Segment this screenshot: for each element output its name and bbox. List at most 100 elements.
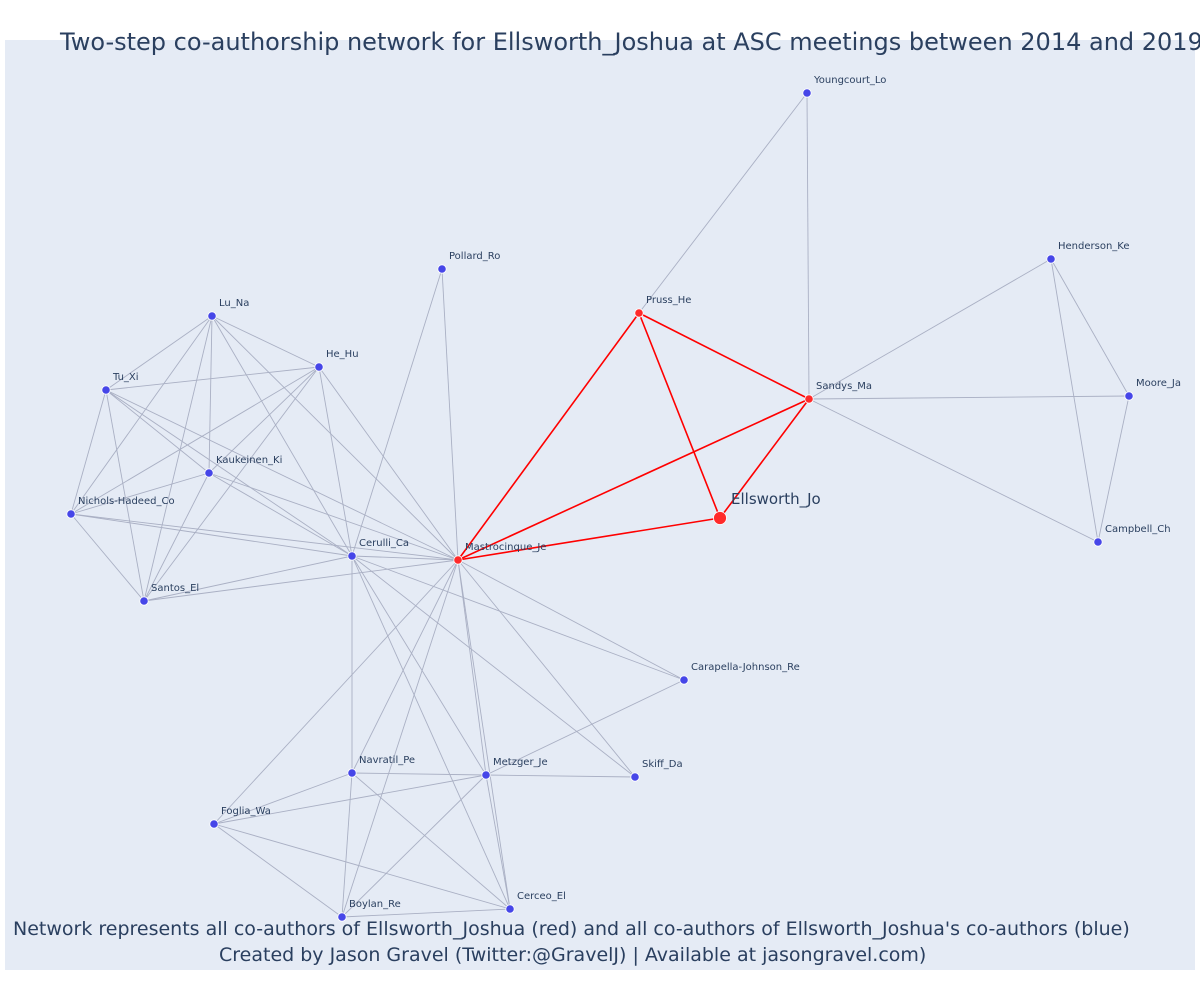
- node-moore-ja[interactable]: [1124, 391, 1134, 401]
- edge: [213, 772, 353, 825]
- node-label-youngcourt-lo: Youngcourt_Lo: [813, 75, 886, 86]
- edge: [70, 366, 320, 515]
- edge: [341, 559, 459, 918]
- edge: [485, 774, 511, 910]
- chart-title: Two-step co-authorship network for Ellsw…: [60, 28, 1200, 56]
- edge: [213, 823, 343, 918]
- edge: [208, 315, 213, 474]
- edge: [808, 395, 1130, 400]
- edge: [105, 366, 320, 391]
- node-tu-xi[interactable]: [101, 385, 111, 395]
- edge: [485, 679, 685, 776]
- labels-layer: Ellsworth_Jo Pruss_He Sandys_Ma Mastrocinqu…: [78, 75, 1181, 910]
- edge: [105, 389, 210, 474]
- edge: [70, 513, 145, 602]
- edge: [213, 774, 487, 825]
- node-pruss-he[interactable]: [634, 308, 644, 318]
- node-he-hu[interactable]: [314, 362, 324, 372]
- node-label-cerulli-ca: Cerulli_Ca: [359, 538, 409, 549]
- annotation-line-2: Created by Jason Gravel (Twitter:@Gravel…: [219, 944, 927, 966]
- edge: [351, 555, 459, 561]
- node-carapella-johnson-re[interactable]: [679, 675, 689, 685]
- edge: [208, 472, 353, 557]
- node-label-nichols-hadeed-co: Nichols-Hadeed_Co: [78, 496, 175, 507]
- edge: [70, 513, 459, 561]
- edge: [211, 315, 459, 561]
- node-nichols-hadeed-co[interactable]: [66, 509, 76, 519]
- node-label-foglia-wa: Foglia_Wa: [221, 806, 271, 817]
- edge: [457, 559, 636, 778]
- edge: [638, 92, 808, 314]
- node-label-carapella-johnson-re: Carapella-Johnson_Re: [691, 662, 800, 673]
- edge: [341, 774, 487, 918]
- edge: [211, 315, 353, 557]
- edge: [341, 908, 511, 918]
- node-label-henderson-ke: Henderson_Ke: [1058, 241, 1130, 252]
- edge: [351, 555, 511, 910]
- node-label-kaukeinen-ki: Kaukeinen_Ki: [216, 455, 282, 466]
- node-navratil-pe[interactable]: [347, 768, 357, 778]
- node-henderson-ke[interactable]: [1046, 254, 1056, 264]
- node-cerulli-ca[interactable]: [347, 551, 357, 561]
- edge: [457, 559, 685, 681]
- edge: [808, 258, 1052, 400]
- edge: [341, 772, 353, 918]
- node-foglia-wa[interactable]: [209, 819, 219, 829]
- edge: [457, 559, 487, 776]
- node-skiff-da[interactable]: [630, 772, 640, 782]
- node-sandys-ma[interactable]: [804, 394, 814, 404]
- edge: [808, 398, 1099, 543]
- node-label-campbell-ch: Campbell_Ch: [1105, 524, 1171, 535]
- node-santos-el[interactable]: [139, 596, 149, 606]
- annotation-line-1: Network represents all co-authors of Ell…: [13, 918, 1130, 940]
- edge: [485, 774, 636, 778]
- edge: [105, 315, 213, 391]
- edge: [211, 315, 320, 368]
- node-pollard-ro[interactable]: [437, 264, 447, 274]
- node-label-pollard-ro: Pollard_Ro: [449, 251, 500, 262]
- node-label-he-hu: He_Hu: [326, 349, 359, 360]
- node-label-moore-ja: Moore_Ja: [1136, 378, 1181, 389]
- edge: [143, 472, 210, 602]
- edge: [1097, 395, 1130, 543]
- edge: [213, 823, 511, 910]
- edge: [105, 389, 353, 557]
- edge: [208, 472, 459, 561]
- direct-edges-layer: [457, 312, 810, 561]
- edge: [1050, 258, 1130, 397]
- node-campbell-ch[interactable]: [1093, 537, 1103, 547]
- direct-edge: [457, 517, 721, 561]
- edge: [806, 92, 810, 400]
- edge: [105, 389, 145, 602]
- nodes-layer: [66, 88, 1134, 922]
- node-label-skiff-da: Skiff_Da: [642, 759, 683, 770]
- edge: [70, 389, 107, 515]
- node-label-boylan-re: Boylan_Re: [349, 899, 401, 910]
- edge: [318, 366, 459, 561]
- node-label-metzger-je: Metzger_Je: [493, 757, 548, 768]
- node-label-navratil-pe: Navratil_Pe: [359, 755, 415, 766]
- node-label-lu-na: Lu_Na: [219, 298, 249, 309]
- node-label-tu-xi: Tu_Xi: [112, 372, 139, 383]
- direct-edge: [457, 398, 810, 561]
- direct-edge: [719, 398, 810, 519]
- node-youngcourt-lo[interactable]: [802, 88, 812, 98]
- node-label-pruss-he: Pruss_He: [646, 295, 691, 306]
- direct-edge: [638, 312, 721, 519]
- edge: [70, 513, 353, 557]
- other-edges-layer: [70, 92, 1130, 918]
- node-kaukeinen-ki[interactable]: [204, 468, 214, 478]
- edge: [351, 555, 636, 778]
- edge: [351, 772, 487, 776]
- node-metzger-je[interactable]: [481, 770, 491, 780]
- node-boylan-re[interactable]: [337, 912, 347, 922]
- edge: [208, 366, 320, 474]
- direct-edge: [457, 312, 640, 561]
- node-ellsworth-jo[interactable]: [713, 511, 727, 525]
- node-label-cerceo-el: Cerceo_El: [517, 891, 566, 902]
- node-mastrocinque-je[interactable]: [453, 555, 463, 565]
- node-lu-na[interactable]: [207, 311, 217, 321]
- direct-edge: [638, 312, 810, 400]
- node-cerceo-el[interactable]: [505, 904, 515, 914]
